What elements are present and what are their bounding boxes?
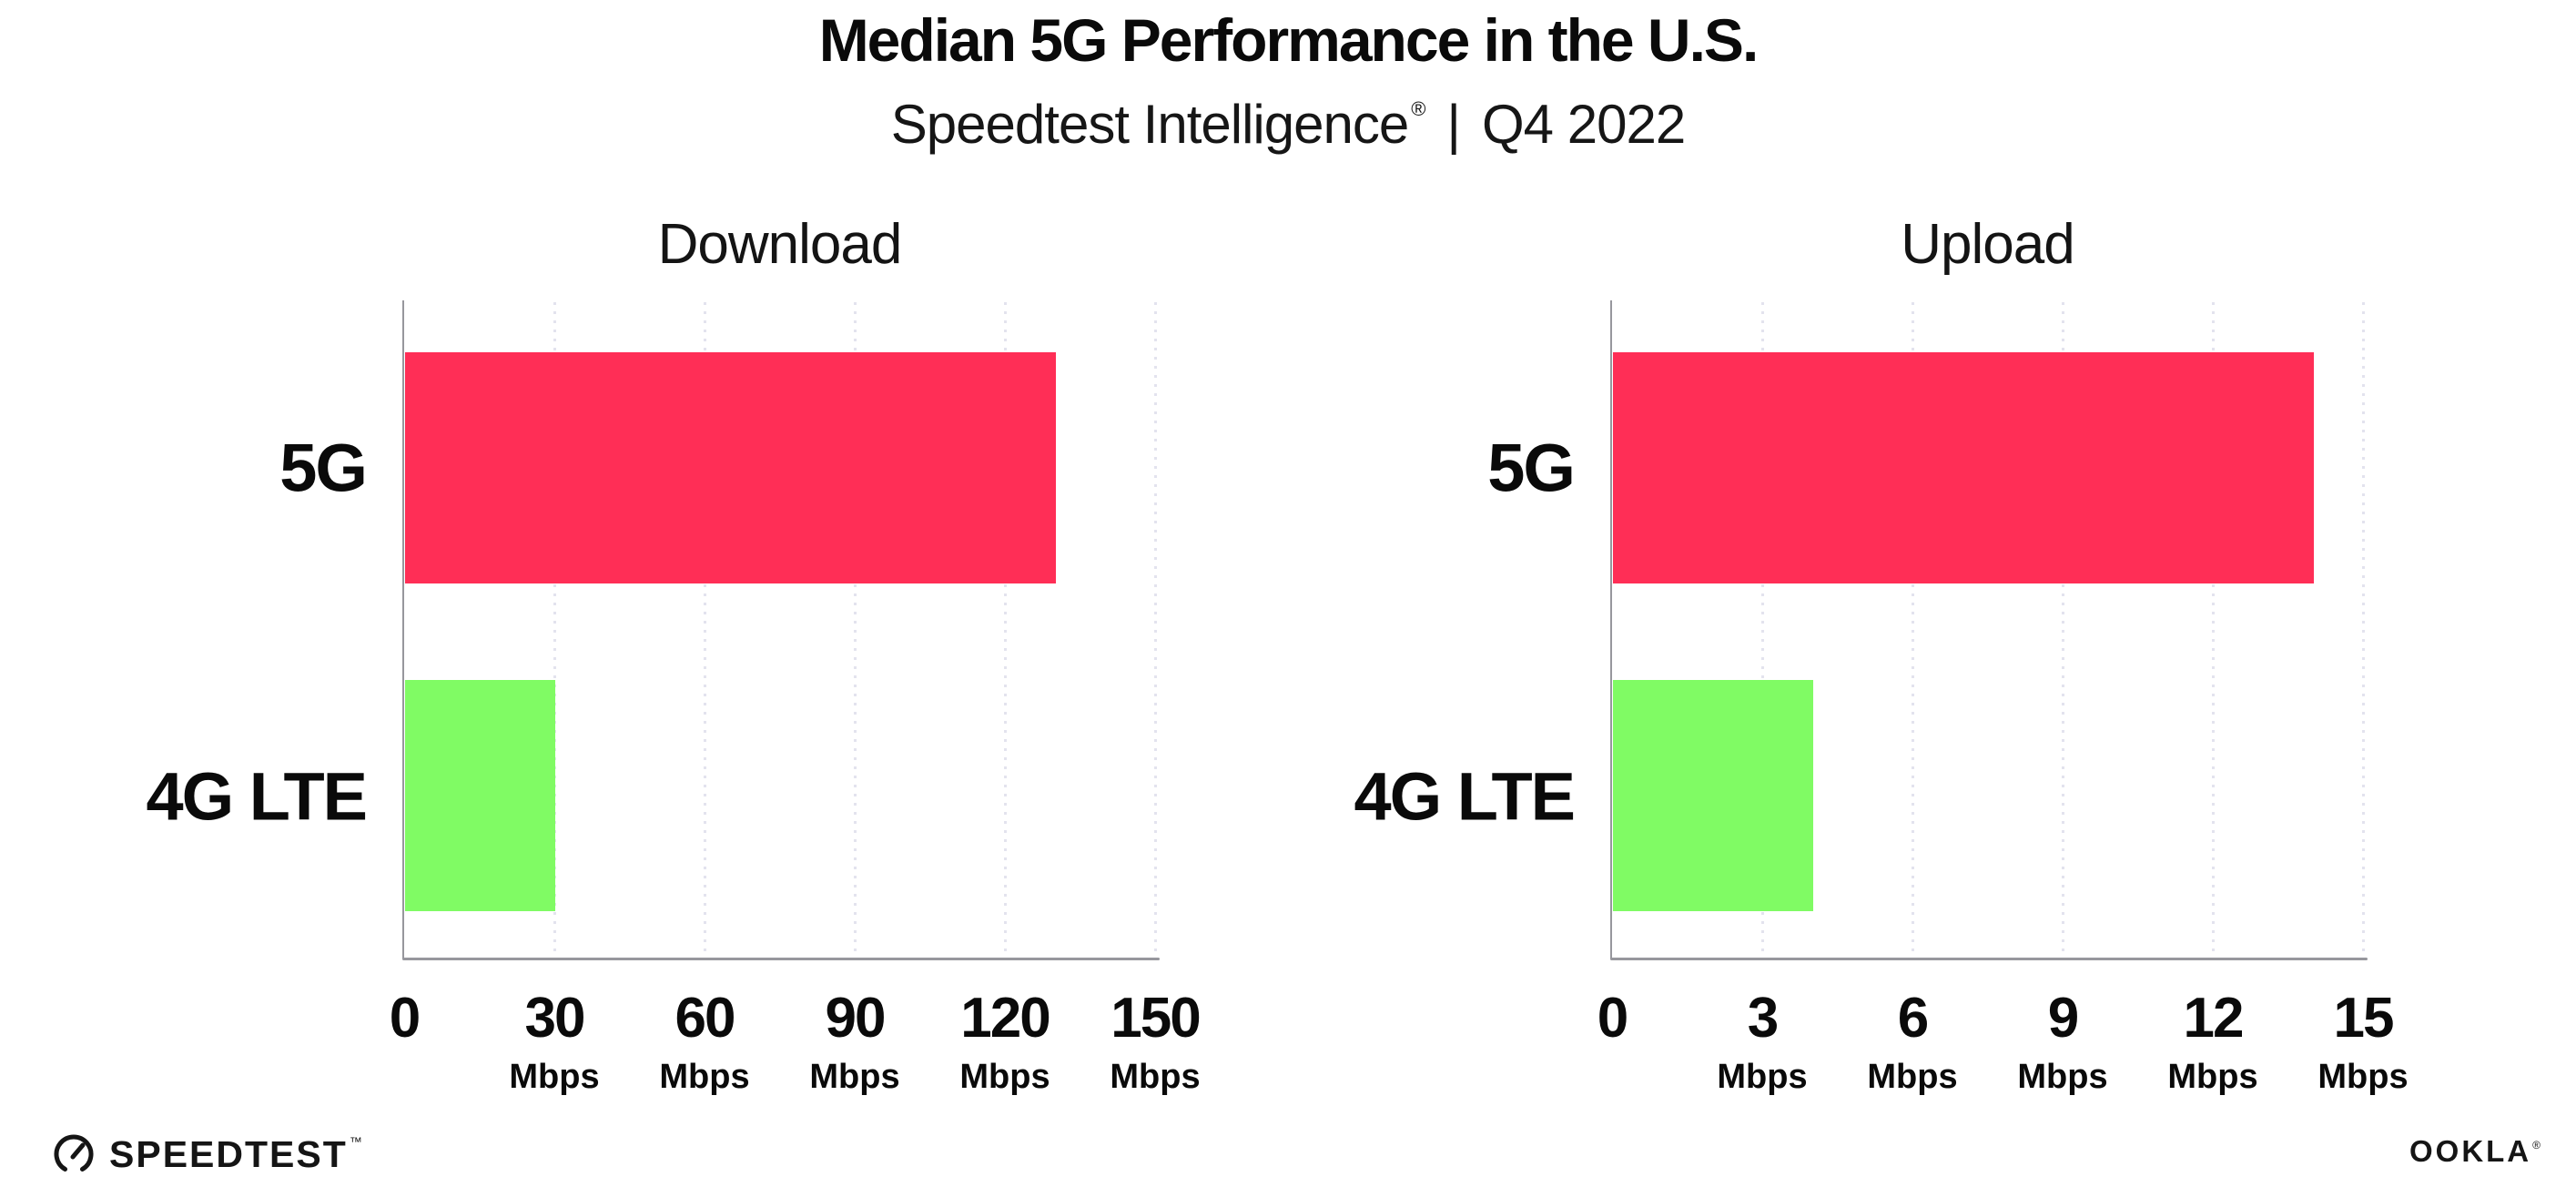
- tick-value: 150: [1111, 987, 1201, 1050]
- y-axis-line: [1610, 300, 1612, 959]
- download-chart: Download 5G 4G LTE 0 30 Mbps 60 Mbps 90 Mbps 120 Mb…: [146, 217, 1201, 1095]
- subtitle-separator: |: [1446, 94, 1461, 155]
- tick-unit: Mbps: [659, 1058, 750, 1096]
- upload-chart: Upload 5G 4G LTE 0 3 Mbps 6 Mbps 9 Mbps 12 Mbps 15 Mb…: [1354, 217, 2408, 1095]
- bar-5g: [1613, 352, 2314, 583]
- tick-value: 0: [389, 987, 421, 1050]
- gridline: [1912, 302, 1914, 959]
- x-tick-6: 6 Mbps: [1794, 987, 2031, 1096]
- trademark-icon: ™: [349, 1134, 362, 1149]
- x-tick-9: 9 Mbps: [1944, 987, 2181, 1096]
- x-tick-12: 12 Mbps: [2094, 987, 2331, 1096]
- category-label-5g: 5G: [1487, 430, 1576, 506]
- bar-4g-lte: [405, 680, 555, 911]
- x-tick-90: 90 Mbps: [736, 987, 973, 1096]
- tick-unit: Mbps: [509, 1058, 600, 1096]
- page-subtitle: Speedtest Intelligence ® | Q4 2022: [0, 93, 2576, 156]
- tick-value: 30: [524, 987, 586, 1050]
- x-axis-line: [402, 958, 1160, 960]
- ookla-registered-icon: ®: [2532, 1139, 2543, 1151]
- gridline: [1004, 302, 1007, 959]
- gridline: [1761, 302, 1764, 959]
- speedtest-wordmark: SPEEDTEST: [109, 1132, 348, 1175]
- tick-value: 15: [2333, 987, 2395, 1050]
- tick-value: 6: [1897, 987, 1930, 1050]
- bar-5g: [405, 352, 1056, 583]
- tick-value: 9: [2047, 987, 2080, 1050]
- x-tick-3: 3 Mbps: [1644, 987, 1881, 1096]
- gridline: [2362, 302, 2365, 959]
- y-axis-line: [402, 300, 404, 959]
- tick-value: 12: [2183, 987, 2245, 1050]
- gridline: [854, 302, 857, 959]
- tick-unit: Mbps: [809, 1058, 900, 1096]
- tick-value: 60: [674, 987, 736, 1050]
- speedtest-gauge-icon: [54, 1134, 94, 1172]
- tick-value: 90: [825, 987, 887, 1050]
- x-tick-120: 120 Mbps: [887, 987, 1123, 1096]
- x-tick-0: 0: [286, 990, 522, 1094]
- x-tick-0: 0: [1494, 990, 1730, 1094]
- tick-unit: Mbps: [1110, 1058, 1201, 1096]
- gridline: [704, 302, 706, 959]
- tick-value: 120: [960, 987, 1050, 1050]
- ookla-wordmark: OOKLA: [2409, 1134, 2532, 1168]
- tick-unit: Mbps: [2317, 1058, 2409, 1096]
- gridline: [553, 302, 556, 959]
- gridline: [1154, 302, 1157, 959]
- speedtest-logo: SPEEDTEST ™: [51, 1131, 362, 1177]
- subplot-title-download: Download: [657, 213, 903, 276]
- tick-value: 0: [1597, 987, 1629, 1050]
- tick-value: 3: [1747, 987, 1780, 1050]
- x-axis-line: [1610, 958, 2368, 960]
- tick-unit: Mbps: [2167, 1058, 2258, 1096]
- gridline: [2212, 302, 2215, 959]
- category-label-4g-lte: 4G LTE: [1354, 758, 1576, 835]
- subtitle-period: Q4 2022: [1482, 94, 1686, 155]
- page-title: Median 5G Performance in the U.S.: [818, 6, 1760, 74]
- x-tick-30: 30 Mbps: [436, 987, 673, 1096]
- category-label-4g-lte: 4G LTE: [146, 758, 368, 835]
- bar-4g-lte: [1613, 680, 1813, 911]
- category-label-5g: 5G: [279, 430, 368, 506]
- subtitle-brand: Speedtest Intelligence: [890, 94, 1409, 155]
- x-tick-60: 60 Mbps: [586, 987, 823, 1096]
- x-tick-150: 150 Mbps: [1037, 987, 1273, 1096]
- tick-unit: Mbps: [1867, 1058, 1958, 1096]
- tick-unit: Mbps: [1717, 1058, 1808, 1096]
- x-tick-15: 15 Mbps: [2245, 987, 2481, 1096]
- subplot-title-upload: Upload: [1901, 213, 2074, 276]
- gridline: [2062, 302, 2064, 959]
- tick-unit: Mbps: [959, 1058, 1050, 1096]
- ookla-logo: OOKLA®: [2409, 1134, 2543, 1169]
- registered-trademark-icon: ®: [1411, 97, 1425, 120]
- tick-unit: Mbps: [2017, 1058, 2108, 1096]
